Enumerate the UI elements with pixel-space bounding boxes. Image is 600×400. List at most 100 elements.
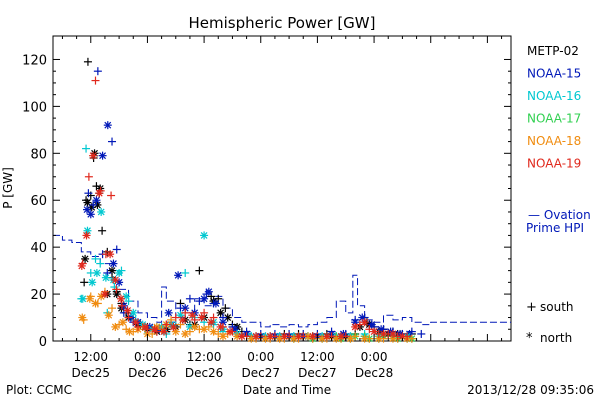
north-point xyxy=(86,210,95,219)
y-tick-label: 80 xyxy=(30,147,47,162)
north-symbol: * xyxy=(526,331,533,346)
north-point xyxy=(118,318,127,327)
north-point xyxy=(109,259,118,268)
south-symbol: + xyxy=(526,300,537,315)
ovation-label-line1: — Ovation xyxy=(528,208,591,222)
north-point xyxy=(91,299,100,308)
north-point xyxy=(98,151,107,160)
x-tick-time-label: 12:00 xyxy=(187,350,222,364)
south-point xyxy=(112,285,121,294)
south-point xyxy=(108,137,117,146)
north-point xyxy=(200,231,209,240)
south-label: south xyxy=(540,300,574,314)
south-point xyxy=(96,259,105,268)
north-point xyxy=(92,196,101,205)
south-point xyxy=(112,245,121,254)
south-point xyxy=(167,315,176,324)
north-point xyxy=(141,322,150,331)
north-point xyxy=(226,327,235,336)
x-axis-label: Date and Time xyxy=(243,383,331,397)
north-point xyxy=(103,121,112,130)
north-point xyxy=(88,278,97,287)
north-point xyxy=(211,299,220,308)
x-tick-date-label: Dec26 xyxy=(128,366,167,380)
north-point xyxy=(294,332,303,341)
south-point xyxy=(83,57,92,66)
south-point xyxy=(417,329,426,338)
north-point xyxy=(218,332,227,341)
north-point xyxy=(115,268,124,277)
north-point xyxy=(111,276,120,284)
x-tick-time-label: 0:00 xyxy=(361,350,388,364)
south-point xyxy=(84,189,93,198)
north-point xyxy=(209,327,218,336)
south-point xyxy=(98,226,107,235)
axes-ticks: 0 20 40 60 80 100 120 12:00 Dec25 0:00 Dec26 12:00 D… xyxy=(22,36,511,380)
y-tick-label: 20 xyxy=(30,288,47,303)
north-point xyxy=(104,311,113,320)
y-axis-label: P [GW] xyxy=(1,167,15,209)
south-point xyxy=(108,304,117,313)
south-point xyxy=(162,320,171,329)
north-point xyxy=(82,205,91,214)
y-tick-label: 100 xyxy=(22,100,47,115)
south-point xyxy=(89,200,98,209)
x-tick-date-label: Dec27 xyxy=(242,366,281,380)
north-point xyxy=(216,322,225,331)
north-point xyxy=(89,151,98,160)
south-point xyxy=(84,172,93,181)
x-tick-time-label: 0:00 xyxy=(134,350,161,364)
x-tick-date-label: Dec26 xyxy=(185,366,224,380)
north-point xyxy=(322,332,331,341)
plot-frame xyxy=(52,35,512,342)
north-point xyxy=(379,329,388,338)
north-point xyxy=(280,332,289,341)
north-point xyxy=(78,294,87,303)
y-tick-label: 0 xyxy=(39,335,47,350)
north-point xyxy=(169,322,178,331)
south-point xyxy=(181,268,190,277)
south-point xyxy=(195,266,204,275)
south-point xyxy=(185,294,194,303)
legend-entry: NOAA-16 xyxy=(527,89,581,103)
south-point xyxy=(181,308,190,317)
north-point xyxy=(111,322,120,331)
north-point xyxy=(125,327,134,336)
south-point xyxy=(221,304,230,313)
north-point xyxy=(190,322,199,331)
footer-left: Plot: CCMC xyxy=(6,383,72,397)
north-point xyxy=(77,261,86,270)
north-point xyxy=(337,332,346,341)
legend-entry: NOAA-17 xyxy=(527,112,581,126)
legend-entry: NOAA-18 xyxy=(527,134,581,148)
north-label: north xyxy=(540,331,572,345)
legend-entry: NOAA-15 xyxy=(527,67,581,81)
chart-title: Hemispheric Power [GW] xyxy=(189,14,376,32)
north-point xyxy=(360,318,369,327)
north-point xyxy=(308,332,317,341)
north-point xyxy=(164,308,173,317)
north-point xyxy=(85,294,94,303)
north-point xyxy=(97,207,106,216)
x-tick-date-label: Dec25 xyxy=(72,366,111,380)
north-point xyxy=(266,332,275,341)
north-point xyxy=(123,306,132,315)
south-point xyxy=(171,313,180,322)
legend: METP-02 NOAA-15 NOAA-16 NOAA-17 NOAA-18 NOAA-… xyxy=(527,44,581,171)
ovation-label-line2: Prime HPI xyxy=(526,221,584,235)
north-point xyxy=(106,250,115,259)
y-tick-label: 60 xyxy=(30,194,47,209)
north-point xyxy=(181,329,190,338)
x-tick-time-label: 12:00 xyxy=(73,350,108,364)
legend-entry: NOAA-19 xyxy=(527,157,581,171)
north-point xyxy=(204,287,213,296)
north-point xyxy=(116,294,125,303)
north-point xyxy=(200,325,209,334)
x-tick-time-label: 12:00 xyxy=(300,350,335,364)
south-point xyxy=(117,301,126,310)
north-point xyxy=(188,311,197,320)
x-tick-time-label: 0:00 xyxy=(247,350,274,364)
legend-entry: METP-02 xyxy=(527,44,579,58)
north-point xyxy=(178,315,187,324)
